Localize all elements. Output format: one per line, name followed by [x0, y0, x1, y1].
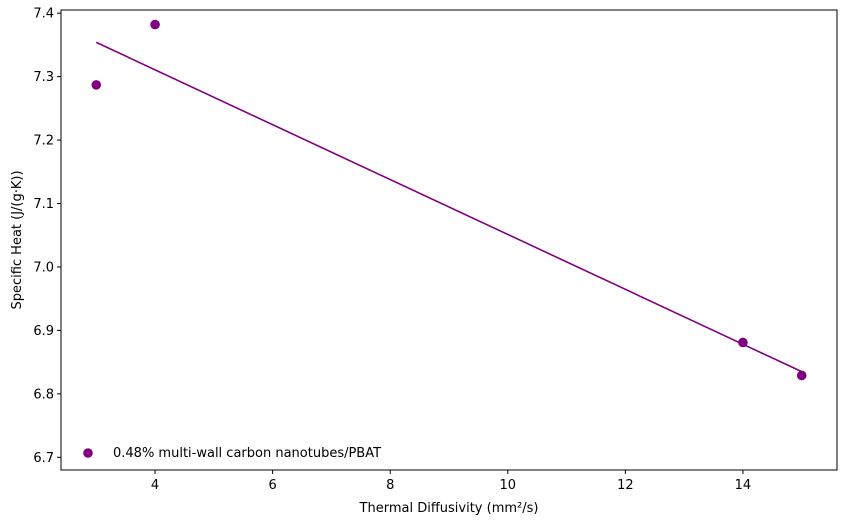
y-tick-label: 6.8: [33, 387, 54, 402]
x-tick-label: 12: [617, 478, 634, 493]
y-tick-label: 7.3: [33, 70, 54, 85]
legend-label: 0.48% multi-wall carbon nanotubes/PBAT: [113, 446, 381, 461]
legend-marker: [83, 448, 93, 458]
data-point: [91, 80, 102, 90]
y-axis: 6.7 6.8 6.9 7.0 7.1 7.2 7.3 7.4: [33, 7, 61, 466]
y-tick-label: 7.2: [33, 134, 54, 149]
y-axis-label: Specific Heat (J/(g·K)): [10, 170, 25, 309]
plot-content: [91, 19, 807, 381]
plot-frame: [60, 9, 838, 471]
data-point: [738, 337, 748, 348]
y-tick-label: 6.9: [33, 324, 54, 339]
fit-line: [95, 41, 803, 373]
x-tick-label: 4: [151, 478, 159, 493]
x-tick-label: 14: [735, 478, 752, 493]
x-axis: 4 6 8 10 12 14: [151, 470, 751, 493]
x-tick-label: 10: [500, 478, 517, 493]
y-tick-label: 7.4: [33, 7, 54, 22]
data-point: [796, 370, 807, 381]
y-tick-label: 7.0: [33, 260, 54, 275]
legend: 0.48% multi-wall carbon nanotubes/PBAT: [83, 446, 381, 461]
y-tick-label: 7.1: [33, 197, 54, 212]
x-tick-label: 8: [386, 478, 394, 493]
x-tick-label: 6: [268, 478, 276, 493]
y-tick-label: 6.7: [33, 451, 54, 466]
x-axis-label: Thermal Diffusivity (mm²/s): [359, 501, 539, 516]
data-point: [150, 19, 160, 30]
